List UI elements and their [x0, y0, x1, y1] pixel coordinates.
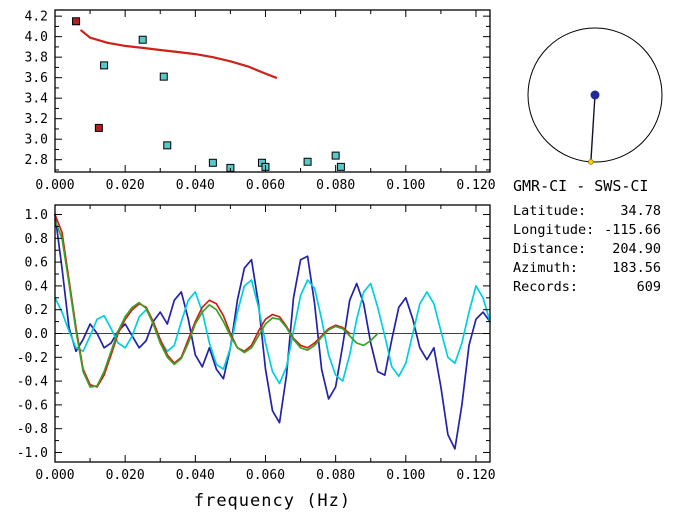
x-tick-label: 0.020 [106, 178, 145, 193]
distance-label: Distance: [513, 241, 587, 257]
x-tick-label: 0.060 [246, 468, 285, 483]
info-row-azimuth: Azimuth: 183.56 [513, 259, 661, 278]
y-tick-label: 4.2 [25, 10, 48, 25]
correlation-spectra-plot: 0.000 0.020 0.040 0.060 0.080 0.100 0.120 -1.0 -… [17, 204, 496, 511]
y-tick-label: 0.6 [25, 256, 48, 271]
x-tick-label: 0.100 [386, 468, 425, 483]
y-tick-label: 2.8 [25, 153, 48, 168]
info-row-latitude: Latitude: 34.78 [513, 202, 661, 221]
y-tick-label: 1.0 [25, 208, 48, 223]
x-tick-label: 0.120 [456, 178, 495, 193]
phase-velocity-pick [331, 151, 340, 160]
station-pair-title: GMR-CI - SWS-CI [513, 177, 649, 195]
phase-velocity-pick [208, 158, 217, 167]
y-tick-label: 3.0 [25, 133, 48, 148]
longitude-value: -115.66 [604, 222, 661, 238]
y-tick-label: 0.0 [25, 327, 48, 342]
azimuth-indicator [527, 27, 663, 165]
station-info-panel: GMR-CI - SWS-CI Latitude: 34.78 Longitud… [513, 177, 661, 297]
trace-red [54, 213, 351, 388]
y-tick-label: 0.4 [25, 279, 49, 294]
y-tick-label: -0.2 [17, 351, 48, 366]
phase-velocity-plot: 0.000 0.020 0.040 0.060 0.080 0.100 0.120 2.8 3.… [25, 9, 496, 193]
y-tick-label: 3.8 [25, 51, 48, 66]
x-tick-label: 0.000 [35, 468, 74, 483]
azimuth-endpoint-dot [588, 159, 594, 165]
phase-velocity-pick [138, 35, 147, 44]
phase-velocity-pick [163, 141, 172, 150]
x-tick-label: 0.020 [106, 468, 145, 483]
y-tick-label: 3.2 [25, 112, 48, 127]
phase-velocity-pick [336, 162, 345, 171]
x-tick-label: 0.120 [456, 468, 495, 483]
x-tick-label: 0.080 [316, 468, 355, 483]
azimuth-value: 183.56 [612, 260, 661, 276]
x-tick-label: 0.080 [316, 178, 355, 193]
station-dot [590, 90, 600, 100]
azimuth-line [590, 94, 596, 162]
info-row-distance: Distance: 204.90 [513, 240, 661, 259]
x-axis-label: frequency (Hz) [194, 491, 351, 511]
azimuth-label: Azimuth: [513, 260, 579, 276]
records-label: Records: [513, 279, 579, 295]
x-tick-label: 0.040 [176, 468, 215, 483]
y-tick-label: -1.0 [17, 446, 48, 461]
flagged-pick [72, 17, 81, 26]
records-value: 609 [636, 279, 661, 295]
x-tick-label: 0.000 [35, 178, 74, 193]
y-tick-label: 0.8 [25, 232, 48, 247]
y-tick-label: -0.4 [17, 375, 48, 390]
y-tick-label: -0.8 [17, 422, 48, 437]
y-tick-label: 3.6 [25, 71, 48, 86]
info-row-records: Records: 609 [513, 278, 661, 297]
trace-cyan [54, 279, 491, 385]
reference-dispersion-curve [80, 29, 278, 79]
phase-velocity-pick [159, 72, 168, 81]
plot-frame [54, 9, 491, 173]
y-tick-label: 4.0 [25, 30, 48, 45]
info-row-longitude: Longitude: -115.66 [513, 221, 661, 240]
x-tick-label: 0.060 [246, 178, 285, 193]
azimuth-circle [527, 27, 663, 163]
x-tick-label: 0.040 [176, 178, 215, 193]
distance-value: 204.90 [612, 241, 661, 257]
y-tick-label: 0.2 [25, 303, 48, 318]
trace-navy [54, 213, 491, 450]
y-tick-label: 3.4 [25, 92, 49, 107]
latitude-value: 34.78 [620, 203, 661, 219]
trace-green [54, 219, 379, 388]
longitude-label: Longitude: [513, 222, 595, 238]
phase-velocity-pick [100, 61, 109, 70]
phase-velocity-pick [303, 157, 312, 166]
flagged-pick [94, 123, 103, 132]
x-tick-label: 0.100 [386, 178, 425, 193]
latitude-label: Latitude: [513, 203, 587, 219]
y-tick-label: -0.6 [17, 398, 48, 413]
